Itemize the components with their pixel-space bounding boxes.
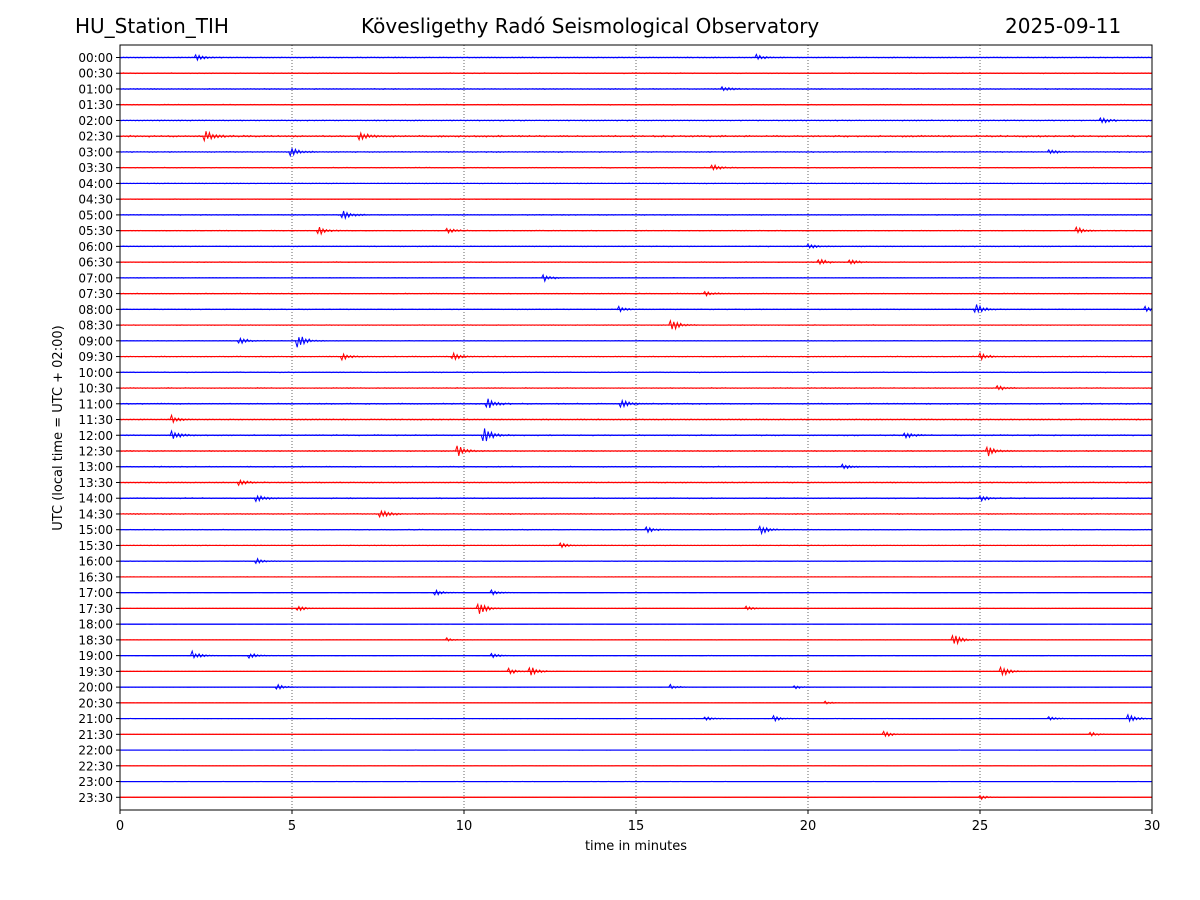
y-tick-label-10:30: 10:30 bbox=[78, 382, 113, 396]
y-tick-label-05:00: 05:00 bbox=[78, 208, 113, 222]
x-tick-group: 0 5 10 15 20 25 30 bbox=[116, 810, 1160, 834]
y-tick-label-16:00: 16:00 bbox=[78, 555, 113, 569]
y-tick-label-13:30: 13:30 bbox=[78, 476, 113, 490]
y-tick-label-02:00: 02:00 bbox=[78, 114, 113, 128]
y-tick-label-16:30: 16:30 bbox=[78, 570, 113, 584]
y-tick-label-12:00: 12:00 bbox=[78, 429, 113, 443]
trace-group bbox=[119, 53, 1153, 801]
y-tick-label-05:30: 05:30 bbox=[78, 224, 113, 238]
y-tick-label-02:30: 02:30 bbox=[78, 130, 113, 144]
y-tick-label-17:30: 17:30 bbox=[78, 602, 113, 616]
y-axis-label: UTC (local time = UTC + 02:00) bbox=[51, 325, 66, 530]
y-tick-label-18:00: 18:00 bbox=[78, 618, 113, 632]
x-tick-label-3: 15 bbox=[628, 819, 645, 834]
y-tick-label-17:00: 17:00 bbox=[78, 586, 113, 600]
y-tick-label-11:30: 11:30 bbox=[78, 413, 113, 427]
y-tick-label-08:00: 08:00 bbox=[78, 303, 113, 317]
y-tick-label-15:00: 15:00 bbox=[78, 523, 113, 537]
x-axis-label: time in minutes bbox=[585, 839, 687, 854]
y-tick-label-11:00: 11:00 bbox=[78, 397, 113, 411]
y-tick-label-22:00: 22:00 bbox=[78, 744, 113, 758]
y-tick-label-09:30: 09:30 bbox=[78, 350, 113, 364]
y-tick-label-23:30: 23:30 bbox=[78, 791, 113, 805]
x-tick-label-5: 25 bbox=[972, 819, 989, 834]
trace-row-11:30 bbox=[119, 413, 1153, 424]
y-tick-label-18:30: 18:30 bbox=[78, 633, 113, 647]
y-tick-label-09:00: 09:00 bbox=[78, 334, 113, 348]
x-tick-label-4: 20 bbox=[800, 819, 817, 834]
y-tick-label-06:30: 06:30 bbox=[78, 256, 113, 270]
observatory-title: Kövesligethy Radó Seismological Observat… bbox=[361, 14, 820, 38]
y-tick-label-12:30: 12:30 bbox=[78, 445, 113, 459]
x-tick-label-1: 5 bbox=[288, 819, 296, 834]
grid-lines bbox=[291, 45, 981, 810]
date-label: 2025-09-11 bbox=[1005, 14, 1122, 38]
x-tick-label-6: 30 bbox=[1144, 819, 1161, 834]
y-tick-label-01:00: 01:00 bbox=[78, 82, 113, 96]
trace-row-08:00 bbox=[119, 304, 1153, 314]
y-tick-label-22:30: 22:30 bbox=[78, 759, 113, 773]
y-tick-label-03:00: 03:00 bbox=[78, 145, 113, 159]
y-tick-label-04:30: 04:30 bbox=[78, 193, 113, 207]
y-tick-label-14:30: 14:30 bbox=[78, 507, 113, 521]
y-tick-label-19:00: 19:00 bbox=[78, 649, 113, 663]
y-tick-label-04:00: 04:00 bbox=[78, 177, 113, 191]
y-tick-label-21:00: 21:00 bbox=[78, 712, 113, 726]
y-tick-label-10:00: 10:00 bbox=[78, 366, 113, 380]
y-tick-label-20:00: 20:00 bbox=[78, 681, 113, 695]
y-tick-label-14:00: 14:00 bbox=[78, 492, 113, 506]
y-tick-label-13:00: 13:00 bbox=[78, 460, 113, 474]
y-tick-label-15:30: 15:30 bbox=[78, 539, 113, 553]
y-tick-label-07:30: 07:30 bbox=[78, 287, 113, 301]
station-name: HU_Station_TIH bbox=[75, 14, 229, 38]
y-tick-label-20:30: 20:30 bbox=[78, 696, 113, 710]
y-tick-label-03:30: 03:30 bbox=[78, 161, 113, 175]
y-tick-label-23:00: 23:00 bbox=[78, 775, 113, 789]
y-tick-label-00:00: 00:00 bbox=[78, 51, 113, 65]
y-tick-label-06:00: 06:00 bbox=[78, 240, 113, 254]
x-tick-label-0: 0 bbox=[116, 819, 124, 834]
y-tick-label-21:30: 21:30 bbox=[78, 728, 113, 742]
y-tick-label-19:30: 19:30 bbox=[78, 665, 113, 679]
y-tick-label-08:30: 08:30 bbox=[78, 319, 113, 333]
y-tick-label-07:00: 07:00 bbox=[78, 271, 113, 285]
y-tick-label-01:30: 01:30 bbox=[78, 98, 113, 112]
x-tick-label-2: 10 bbox=[456, 819, 473, 834]
y-tick-label-00:30: 00:30 bbox=[78, 67, 113, 81]
